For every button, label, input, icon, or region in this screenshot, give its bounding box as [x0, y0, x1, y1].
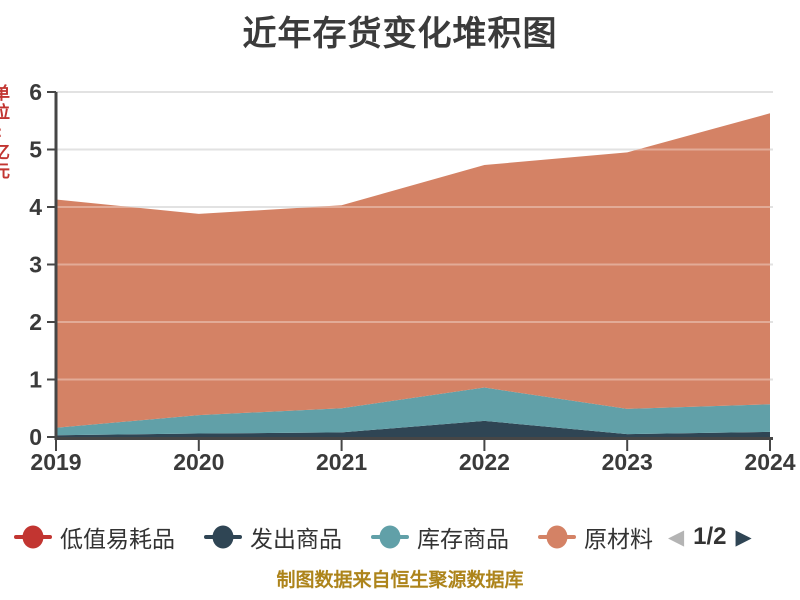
x-axis-label: 2020: [173, 449, 224, 475]
chart-title: 近年存货变化堆积图: [242, 15, 558, 53]
legend-item-low-value-consumables[interactable]: 低值易耗品: [14, 520, 175, 554]
y-axis-label: 4: [29, 194, 42, 220]
area-series-原材料: [56, 113, 770, 428]
x-axis-label: 2021: [316, 449, 367, 475]
legend-item-label: 库存商品: [417, 526, 509, 552]
stacked-area-plot: 0 1 2 3 4 5 6 2019 2020 2021 2022 2023 2024: [29, 79, 796, 475]
legend-marker-icon: [14, 525, 52, 549]
legend: 低值易耗品 发出商品 库存商品 原材料 ◀ 1/2 ▶: [14, 521, 796, 553]
legend-item-stocked-goods[interactable]: 库存商品: [371, 520, 509, 554]
y-axis-label: 6: [29, 79, 42, 105]
data-source-caption: 制图数据来自恒生聚源数据库: [276, 570, 524, 591]
y-axis-label: 5: [29, 137, 42, 163]
area-series-库存商品: [56, 387, 770, 436]
x-axis-label: 2019: [30, 449, 81, 475]
legend-item-label: 低值易耗品: [60, 526, 175, 552]
area-series-发出商品: [56, 420, 770, 437]
legend-item-shipped-goods[interactable]: 发出商品: [204, 520, 342, 554]
y-axis-label: 1: [29, 367, 42, 393]
x-axis-label: 2023: [602, 449, 653, 475]
y-axis-unit-label: 单位:亿元: [0, 84, 9, 181]
legend-marker-icon: [538, 525, 576, 549]
x-axis-label: 2022: [459, 449, 510, 475]
legend-next-page-icon[interactable]: ▶: [735, 525, 752, 549]
x-axis-label: 2024: [744, 449, 795, 475]
legend-item-label: 发出商品: [250, 526, 342, 552]
legend-prev-page-icon[interactable]: ◀: [668, 525, 685, 549]
legend-item-label: 原材料: [584, 526, 653, 552]
legend-pager: ◀ 1/2 ▶: [668, 523, 752, 551]
legend-page-indicator: 1/2: [693, 523, 727, 550]
legend-marker-icon: [371, 525, 409, 549]
y-axis-label: 3: [29, 252, 42, 278]
legend-item-raw-materials[interactable]: 原材料: [538, 520, 653, 554]
y-axis-label: 2: [29, 309, 42, 335]
y-axis-label: 0: [29, 424, 42, 450]
legend-marker-icon: [204, 525, 242, 549]
